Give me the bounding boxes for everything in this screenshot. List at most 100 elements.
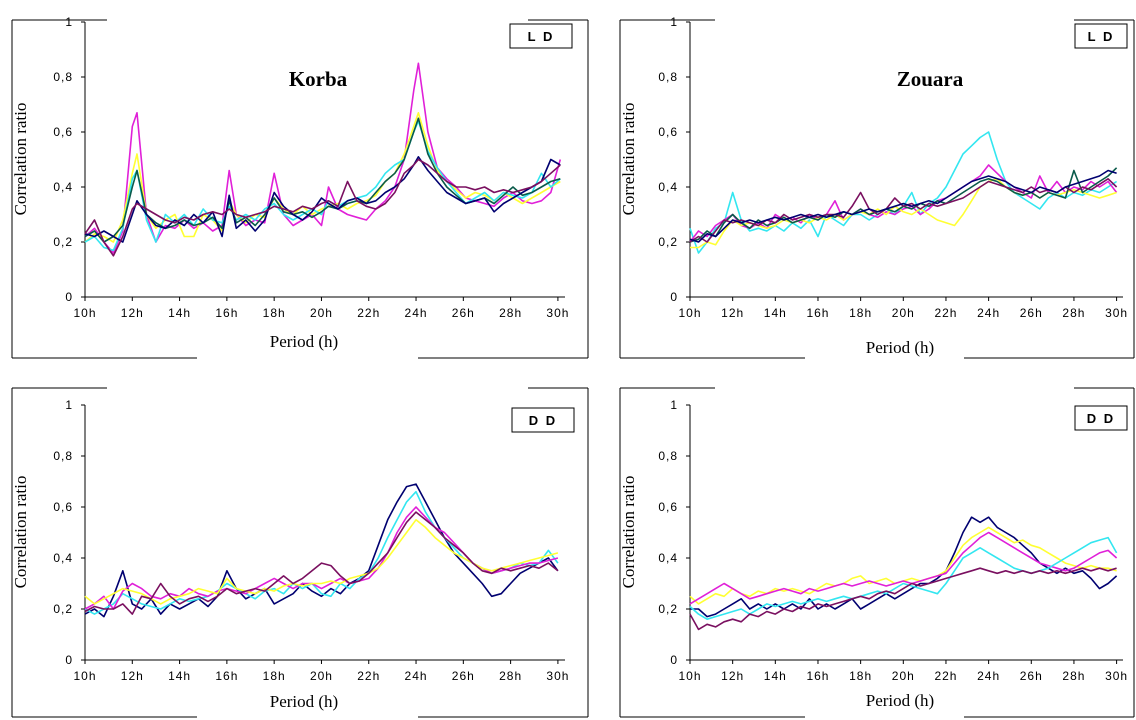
y-tick-label: 1 bbox=[670, 15, 678, 29]
x-tick-label: 18h bbox=[849, 669, 872, 683]
y-tick-label: 1 bbox=[670, 398, 678, 412]
series-line-3 bbox=[84, 120, 561, 252]
condition-badge-box bbox=[511, 407, 575, 433]
x-tick-label: 18h bbox=[263, 669, 286, 683]
x-tick-label: 26h bbox=[452, 306, 475, 320]
x-tick-label: 20h bbox=[310, 669, 333, 683]
x-axis-label: Period (h) bbox=[270, 332, 338, 351]
x-tick-label: 12h bbox=[721, 306, 744, 320]
x-tick-label: 24h bbox=[977, 306, 1000, 320]
x-tick-label: 28h bbox=[499, 669, 522, 683]
y-tick-label: 0 bbox=[65, 653, 73, 667]
x-tick-label: 26h bbox=[1020, 306, 1043, 320]
y-tick-label: 0,4 bbox=[53, 180, 73, 194]
x-tick-label: 14h bbox=[764, 306, 787, 320]
x-tick-label: 28h bbox=[1062, 306, 1085, 320]
x-tick-label: 20h bbox=[310, 306, 333, 320]
series-line-5 bbox=[84, 156, 561, 243]
series-line-1 bbox=[690, 516, 1118, 618]
x-tick-label: 16h bbox=[806, 669, 829, 683]
series-line-5 bbox=[84, 511, 559, 615]
x-tick-label: 12h bbox=[121, 669, 144, 683]
y-tick-label: 0,6 bbox=[658, 125, 678, 139]
y-tick-label: 1 bbox=[65, 15, 73, 29]
y-tick-label: 0,8 bbox=[658, 70, 678, 84]
x-tick-label: 12h bbox=[721, 669, 744, 683]
x-axis-label: Period (h) bbox=[866, 338, 934, 357]
y-tick-label: 0,2 bbox=[53, 235, 73, 249]
chart-title: Zouara bbox=[897, 67, 964, 91]
chart-panel-2: 0 0,2 0,4 0,6 0,8 1 10h 12h 14h 16h 18h 20h 22h 24h 26… bbox=[619, 15, 1135, 359]
x-tick-label: 22h bbox=[934, 306, 957, 320]
x-tick-label: 30h bbox=[1105, 669, 1128, 683]
y-tick-label: 0,8 bbox=[658, 449, 678, 463]
x-tick-label: 16h bbox=[215, 306, 238, 320]
y-tick-label: 0,6 bbox=[53, 125, 73, 139]
x-tick-label: 14h bbox=[764, 669, 787, 683]
condition-badge: L D bbox=[1088, 29, 1115, 44]
x-tick-label: 10h bbox=[678, 306, 701, 320]
y-axis-label: Correlation ratio bbox=[619, 476, 638, 589]
x-tick-label: 26h bbox=[1020, 669, 1043, 683]
x-tick-label: 22h bbox=[357, 306, 380, 320]
x-tick-label: 24h bbox=[977, 669, 1000, 683]
x-tick-label: 28h bbox=[1062, 669, 1085, 683]
x-tick-label: 30h bbox=[546, 306, 569, 320]
x-tick-label: 20h bbox=[892, 669, 915, 683]
x-axis-label: Period (h) bbox=[270, 692, 338, 711]
condition-badge: D D bbox=[1087, 411, 1115, 426]
y-tick-label: 0,6 bbox=[658, 500, 678, 514]
y-tick-label: 0 bbox=[670, 653, 678, 667]
series-line-5 bbox=[689, 567, 1117, 631]
series-line-2 bbox=[689, 164, 1118, 243]
y-axis-label: Correlation ratio bbox=[619, 103, 638, 216]
series-line-3 bbox=[689, 531, 1118, 605]
x-tick-label: 18h bbox=[849, 306, 872, 320]
x-tick-label: 10h bbox=[73, 306, 96, 320]
condition-badge-box bbox=[1074, 405, 1128, 431]
y-tick-label: 0,8 bbox=[53, 449, 73, 463]
series-line-4 bbox=[689, 536, 1118, 621]
series-line-4 bbox=[84, 518, 559, 605]
series-line-6 bbox=[84, 158, 561, 257]
x-tick-label: 14h bbox=[168, 306, 191, 320]
y-axis-label: Correlation ratio bbox=[11, 476, 30, 589]
condition-badge-box bbox=[509, 23, 573, 49]
condition-badge-box bbox=[1074, 23, 1128, 49]
chart-panel-3: 0 0,2 0,4 0,6 0,8 1 10h 12h 14h 16h 18h 20h 22h 24h 26… bbox=[11, 387, 589, 718]
x-axis-label: Period (h) bbox=[866, 691, 934, 710]
y-tick-label: 0,4 bbox=[53, 551, 73, 565]
series-line-1 bbox=[84, 483, 559, 618]
x-tick-label: 10h bbox=[73, 669, 96, 683]
y-tick-label: 0,2 bbox=[658, 235, 678, 249]
x-tick-label: 30h bbox=[1105, 306, 1128, 320]
y-tick-label: 0,4 bbox=[658, 551, 678, 565]
x-tick-label: 30h bbox=[546, 669, 569, 683]
y-tick-label: 0 bbox=[670, 290, 678, 304]
x-tick-label: 24h bbox=[405, 669, 428, 683]
x-tick-label: 26h bbox=[452, 669, 475, 683]
y-tick-label: 1 bbox=[65, 398, 73, 412]
y-tick-label: 0,6 bbox=[53, 500, 73, 514]
x-tick-label: 14h bbox=[168, 669, 191, 683]
y-tick-label: 0,2 bbox=[658, 602, 678, 616]
condition-badge: D D bbox=[529, 413, 557, 428]
x-tick-label: 28h bbox=[499, 306, 522, 320]
x-tick-label: 18h bbox=[263, 306, 286, 320]
x-tick-label: 10h bbox=[678, 669, 701, 683]
series-line-6 bbox=[689, 169, 1117, 243]
chart-panel-1: 0 0,2 0,4 0,6 0,8 1 10h 12h 14h 16h 18h 20h 22h 24h 26… bbox=[11, 15, 589, 359]
x-tick-label: 16h bbox=[806, 306, 829, 320]
x-tick-label: 20h bbox=[892, 306, 915, 320]
y-tick-label: 0,2 bbox=[53, 602, 73, 616]
y-tick-label: 0,4 bbox=[658, 180, 678, 194]
y-axis-label: Correlation ratio bbox=[11, 103, 30, 216]
x-tick-label: 22h bbox=[357, 669, 380, 683]
chart-panel-4: 0 0,2 0,4 0,6 0,8 1 10h 12h 14h 16h 18h 20h 22h 24h 26… bbox=[619, 387, 1135, 718]
condition-badge: L D bbox=[528, 29, 555, 44]
y-tick-label: 0,8 bbox=[53, 70, 73, 84]
x-tick-label: 12h bbox=[121, 306, 144, 320]
x-tick-label: 24h bbox=[405, 306, 428, 320]
x-tick-label: 22h bbox=[934, 669, 957, 683]
